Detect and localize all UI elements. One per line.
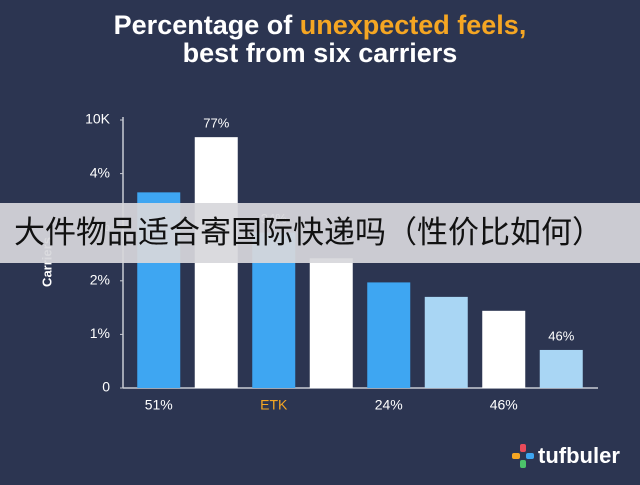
bar bbox=[482, 310, 526, 388]
x-tick-label: 51% bbox=[145, 397, 173, 413]
value-label: 77% bbox=[203, 116, 229, 131]
chart-title: best from six carriers bbox=[183, 38, 458, 68]
bar bbox=[424, 296, 468, 388]
y-tick-label: 0 bbox=[102, 379, 110, 395]
logo: tufbuler bbox=[512, 440, 620, 472]
value-label: 46% bbox=[548, 328, 574, 343]
logo-icon bbox=[512, 444, 534, 468]
x-tick-label: ETK bbox=[260, 397, 288, 413]
banner: 大件物品适合寄国际快递吗（性价比如何） bbox=[0, 203, 640, 263]
bar bbox=[309, 258, 353, 388]
logo-text: tufbuler bbox=[538, 443, 620, 468]
bar bbox=[539, 349, 583, 388]
y-tick-label: 1% bbox=[90, 325, 110, 341]
x-tick-label: 24% bbox=[375, 397, 403, 413]
y-tick-label: 2% bbox=[90, 272, 110, 288]
title-text: Percentage of bbox=[114, 10, 294, 40]
y-tick-label: 4% bbox=[90, 164, 110, 180]
title-highlight: unexpected feels, bbox=[300, 10, 527, 40]
x-tick-label: 46% bbox=[490, 397, 518, 413]
chart-title: Percentage of unexpected feels, bbox=[114, 10, 527, 40]
bar bbox=[367, 282, 411, 388]
y-tick-label: 10K bbox=[85, 111, 111, 127]
